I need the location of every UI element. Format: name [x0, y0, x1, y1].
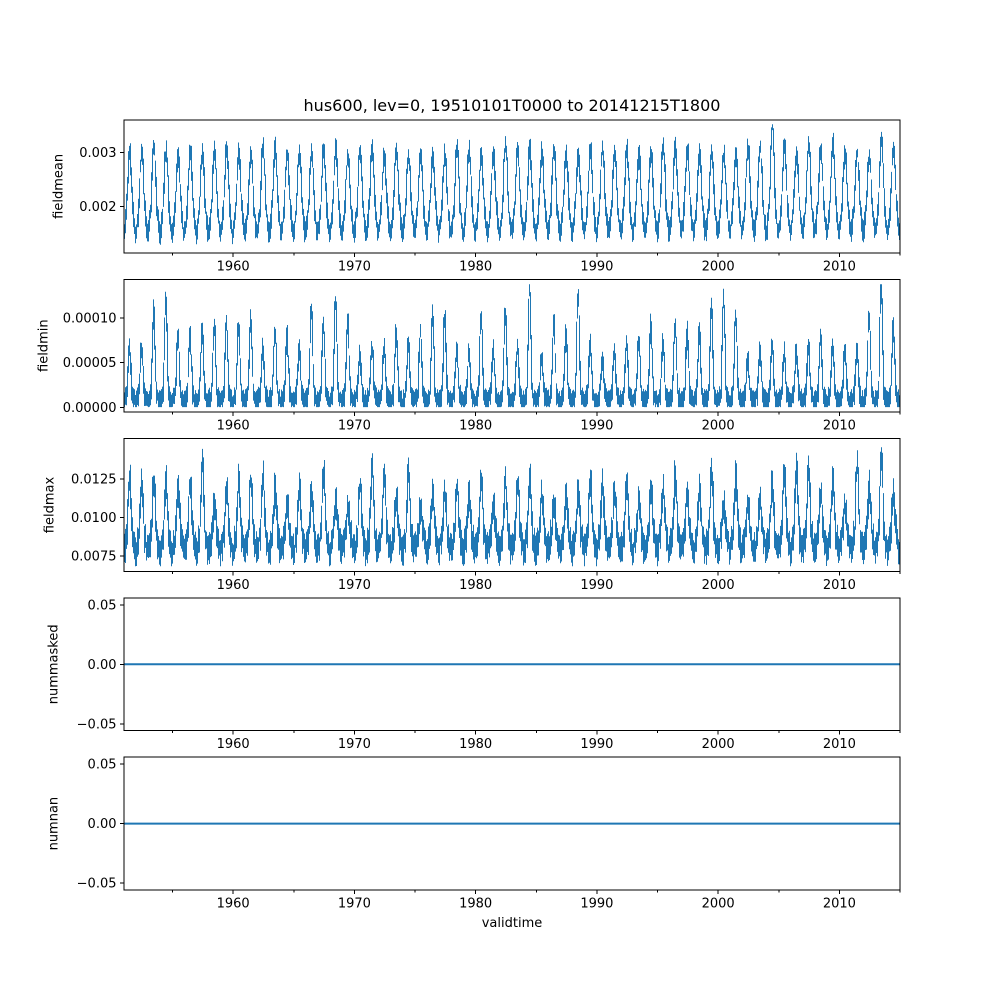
xtick-label: 1980	[459, 419, 492, 434]
axes-frame	[123, 278, 901, 413]
ytick-label: −0.05	[77, 877, 117, 892]
ylabel-numnan: numnan	[47, 797, 62, 851]
axes-frame	[123, 119, 901, 254]
xtick-label: 1970	[338, 897, 371, 912]
ytick-label: 0.00010	[63, 311, 117, 326]
series-line-fieldmin	[124, 284, 900, 408]
xtick-label: 2000	[702, 419, 735, 434]
ylabel-fieldmax: fieldmax	[43, 477, 58, 534]
xtick-label: 2010	[823, 259, 856, 274]
xtick-label: 1960	[217, 897, 250, 912]
xtick-label: 2010	[823, 419, 856, 434]
ytick-label: 0.00005	[63, 356, 117, 371]
ylabel-fieldmin: fieldmin	[37, 319, 52, 372]
series-line-fieldmax	[124, 447, 900, 567]
xtick-label: 2000	[702, 578, 735, 593]
xtick-label: 1990	[580, 897, 613, 912]
ytick-label: 0.00	[88, 817, 117, 832]
xtick-label: 2000	[702, 897, 735, 912]
ytick-label: 0.0125	[71, 472, 117, 487]
xtick-label: 1990	[580, 419, 613, 434]
ytick-label: 0.00	[88, 658, 117, 673]
subplot-fieldmax: 0.0075 0.0100 0.0125 1960 1970 1980 1990 2000 20…	[43, 438, 901, 593]
xtick-label: 1960	[217, 259, 250, 274]
subplot-fieldmean: 0.002 0.003 1960 1970 1980 1990 2000 2010 fieldm…	[52, 119, 901, 274]
subplot-nummasked: −0.05 0.00 0.05 1960 1970 1980 1990 2000 2010 num…	[47, 597, 901, 752]
xtick-label: 2010	[823, 578, 856, 593]
xtick-label: 1960	[217, 419, 250, 434]
subplot-numnan: −0.05 0.00 0.05 1960 1970 1980 1990 2000 2010 num…	[47, 756, 901, 912]
ytick-label: 0.05	[88, 758, 117, 773]
subplot-fieldmin: 0.00000 0.00005 0.00010 1960 1970 1980 1990 200…	[37, 278, 901, 434]
xtick-label: 2000	[702, 737, 735, 752]
xtick-label: 1990	[580, 737, 613, 752]
ytick-label: 0.002	[79, 200, 116, 215]
xtick-label: 1970	[338, 578, 371, 593]
series-line-fieldmean	[124, 124, 900, 245]
xtick-label: 2010	[823, 737, 856, 752]
xtick-label: 1970	[338, 419, 371, 434]
axes-frame	[123, 438, 901, 572]
xtick-label: 1970	[338, 737, 371, 752]
xtick-label: 1970	[338, 259, 371, 274]
xtick-label: 1960	[217, 737, 250, 752]
ylabel-nummasked: nummasked	[47, 624, 62, 704]
ytick-label: 0.00000	[63, 401, 117, 416]
chart-title: hus600, lev=0, 19510101T0000 to 20141215…	[303, 96, 721, 115]
xtick-label: 2010	[823, 897, 856, 912]
ytick-label: 0.05	[88, 598, 117, 613]
xtick-label: 1990	[580, 578, 613, 593]
x-axis-label: validtime	[481, 916, 543, 931]
ylabel-fieldmean: fieldmean	[52, 154, 67, 219]
xtick-label: 1990	[580, 259, 613, 274]
ytick-label: 0.0075	[71, 549, 117, 564]
ytick-label: 0.0100	[71, 511, 117, 526]
ytick-label: 0.003	[79, 146, 116, 161]
ytick-label: −0.05	[77, 717, 117, 732]
xtick-label: 1980	[459, 578, 492, 593]
xtick-label: 2000	[702, 259, 735, 274]
xtick-label: 1980	[459, 897, 492, 912]
xtick-label: 1960	[217, 578, 250, 593]
xtick-label: 1980	[459, 259, 492, 274]
xtick-label: 1980	[459, 737, 492, 752]
